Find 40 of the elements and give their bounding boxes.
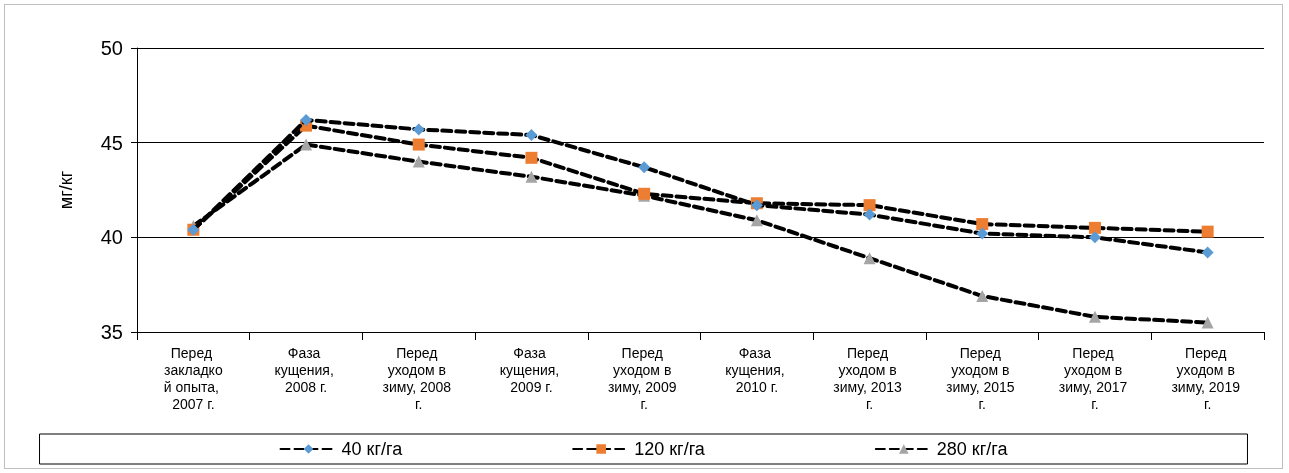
point — [1088, 221, 1101, 234]
point — [976, 227, 989, 240]
point — [638, 161, 651, 174]
point — [525, 129, 538, 142]
x-tick-label: Перед уходом в зиму, 2019 г. — [1171, 344, 1244, 412]
x-tick-label: Перед уходом в зиму, 2008 г. — [382, 344, 455, 412]
x-tick-label: Перед уходом в зиму, 2013 г. — [833, 344, 906, 412]
x-tick-label: Перед уходом в зиму, 2015 г. — [946, 344, 1019, 412]
y-tick-label: 40 — [100, 226, 123, 249]
point — [1201, 316, 1214, 329]
x-tick-label: Фаза кущения, 2009 г. — [499, 344, 564, 395]
point — [750, 214, 763, 227]
x-tick-label: Фаза кущения, 2008 г. — [274, 344, 338, 395]
y-tick-label: 50 — [100, 37, 123, 59]
point — [1088, 231, 1101, 244]
point — [863, 199, 876, 212]
point — [863, 208, 876, 221]
point — [300, 138, 313, 151]
x-tick-label: Фаза кущения, 2010 г. — [725, 344, 789, 395]
point — [1201, 246, 1214, 259]
point — [1201, 225, 1214, 238]
point — [412, 138, 425, 151]
legend-label: 120 кг/га — [634, 439, 706, 459]
y-axis-title: мг/кг — [56, 170, 76, 210]
point — [1088, 310, 1101, 323]
point — [412, 123, 425, 136]
point — [300, 113, 313, 126]
legend-label: 280 кг/га — [936, 439, 1009, 459]
y-tick-label: 35 — [100, 321, 123, 343]
point — [525, 170, 538, 183]
y-tick-label: 45 — [100, 131, 123, 154]
x-tick-label: Перед уходом в зиму, 2017 г. — [1058, 344, 1132, 412]
point — [412, 155, 425, 168]
legend-label: 40 кг/га — [341, 439, 404, 459]
point — [863, 252, 876, 265]
x-tick-label: Перед уходом в зиму, 2009 г. — [607, 344, 681, 412]
point — [976, 218, 989, 231]
point — [525, 151, 538, 164]
point — [976, 290, 989, 303]
x-tick-label: Перед закладкой опыта, 2007 г. — [163, 344, 223, 412]
